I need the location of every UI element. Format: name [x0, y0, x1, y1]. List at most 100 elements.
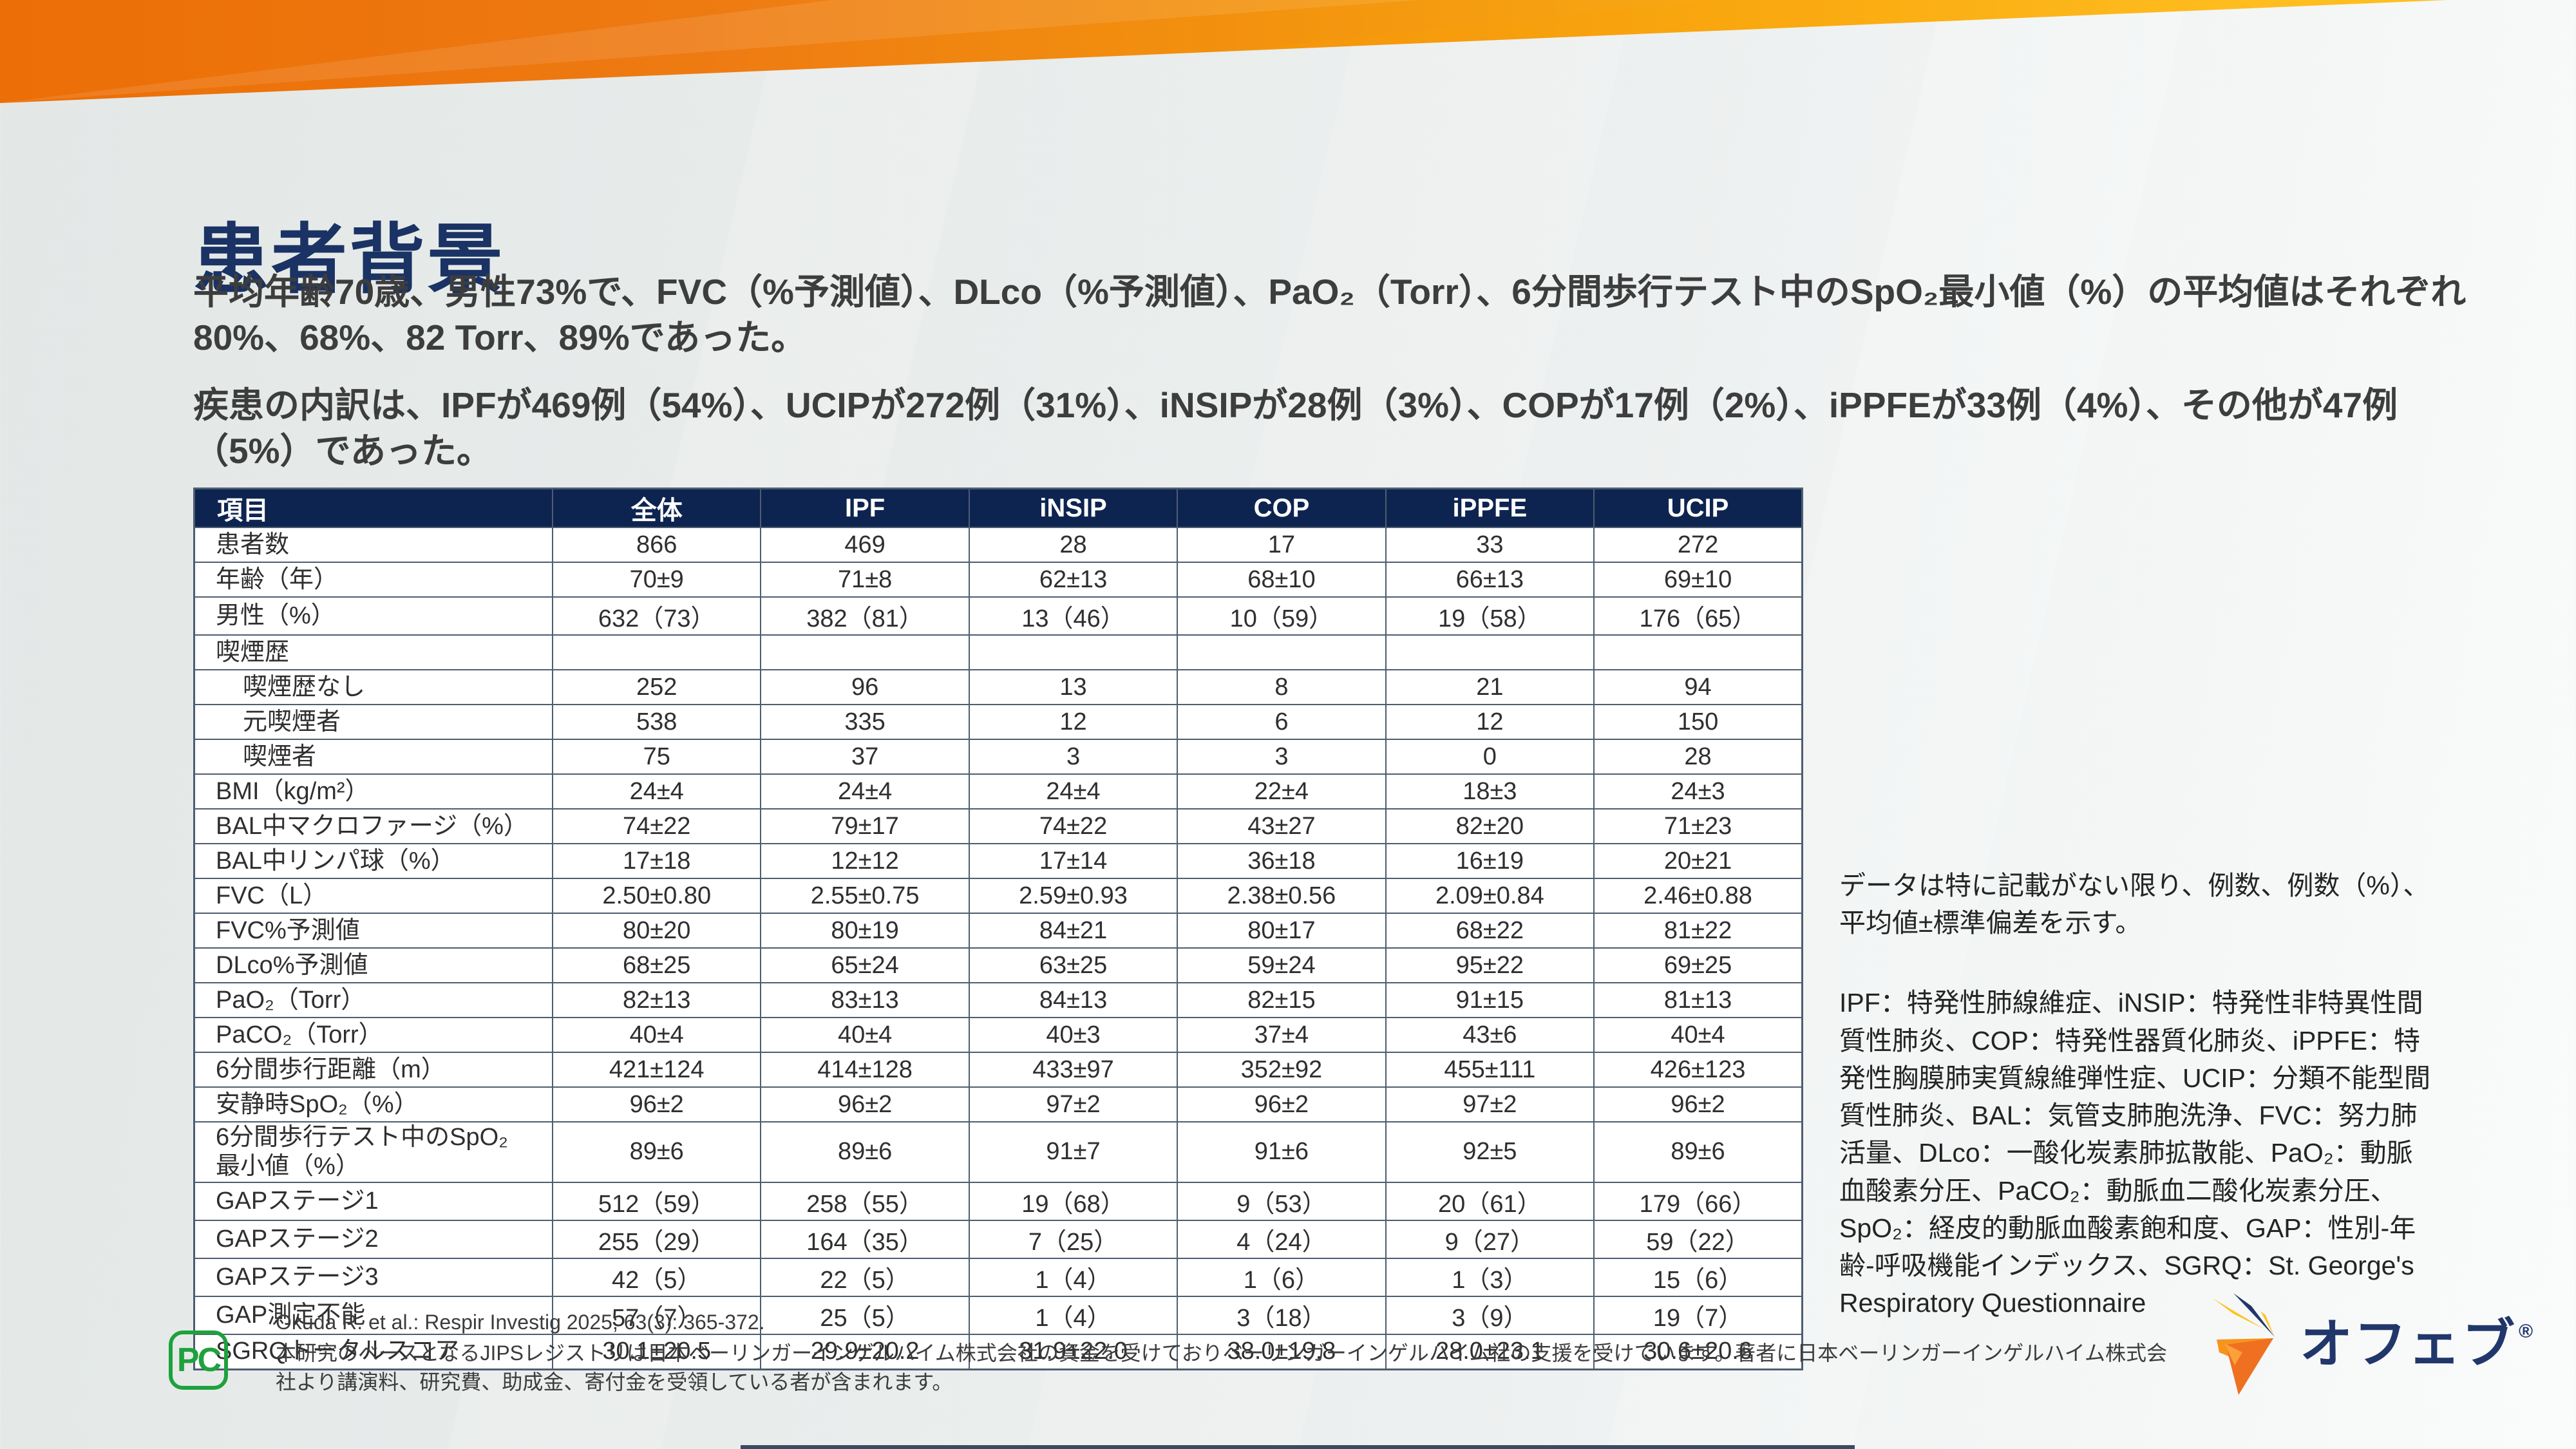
row-value: 421±124 [551, 1052, 762, 1088]
row-value: 2.38±0.56 [1177, 878, 1387, 914]
row-label: GAPステージ1 [193, 1181, 553, 1221]
row-value: 75 [551, 739, 762, 775]
row-value: 80±17 [1177, 913, 1387, 949]
row-value: 19（7） [1593, 1295, 1803, 1335]
banner-facet [734, 0, 2447, 103]
row-value: 37 [760, 739, 970, 775]
row-value: 6 [1177, 704, 1387, 740]
ofev-logo: オフェブ ® [2197, 1293, 2534, 1396]
table-row: 喫煙者 75 37 3 3 0 28 [193, 739, 1803, 775]
row-value: 62±13 [968, 562, 1179, 598]
row-value: 59（22） [1593, 1219, 1803, 1259]
row-value: 8 [1177, 669, 1387, 705]
row-value: 84±13 [968, 982, 1179, 1018]
table-row: PaCO₂（Torr） 40±4 40±4 40±3 37±4 43±6 40±4 [193, 1017, 1803, 1053]
table-row: 喫煙歴なし 252 96 13 8 21 94 [193, 669, 1803, 705]
top-orange-banner [0, 0, 2447, 103]
row-value: 352±92 [1177, 1052, 1387, 1088]
row-value: 17 [1177, 527, 1387, 563]
row-label: BAL中マクロファージ（%） [193, 808, 553, 844]
row-value: 382（81） [760, 596, 970, 636]
row-value: 82±13 [551, 982, 762, 1018]
row-value: 65±24 [760, 947, 970, 983]
row-value: 12 [968, 704, 1179, 740]
row-value: 59±24 [1177, 947, 1387, 983]
table-header-row: 項目 全体 IPF iNSIP COP iPPFE UCIP [193, 488, 1803, 528]
citation-text: Okuda R. et al.: Respir Investig 2025; 6… [276, 1311, 765, 1334]
ofev-logo-icon [2213, 1293, 2275, 1395]
table-row: 年齢（年） 70±9 71±8 62±13 68±10 66±13 69±10 [193, 562, 1803, 598]
row-value: 40±3 [968, 1017, 1179, 1053]
column-header-全体: 全体 [551, 488, 762, 528]
row-value: 43±6 [1385, 1017, 1595, 1053]
row-value: 3 [968, 739, 1179, 775]
row-value: 2.50±0.80 [551, 878, 762, 914]
page-title: 患者背景 [193, 218, 506, 303]
table-row: 喫煙歴 [193, 634, 1803, 670]
row-value: 2.46±0.88 [1593, 878, 1803, 914]
row-label: BAL中リンパ球（%） [193, 843, 553, 879]
row-label: SGRQトータルスコア [193, 1333, 553, 1370]
row-value: 19（68） [968, 1181, 1179, 1221]
row-value: 57（7） [551, 1295, 762, 1335]
row-value: 20±21 [1593, 843, 1803, 879]
row-value: 469 [760, 527, 970, 563]
row-value [551, 634, 762, 670]
disclosure-text: 本研究のベースとなるJIPSレジストリは日本ベーリンガーインゲルハイム株式会社の… [276, 1341, 2168, 1394]
row-value: 12±12 [760, 843, 970, 879]
column-header-iPPFE: iPPFE [1385, 488, 1595, 528]
table-row: 元喫煙者 538 335 12 6 12 150 [193, 704, 1803, 740]
row-value: 40±4 [1593, 1017, 1803, 1053]
intro-paragraph-1: 平均年齢70歳、男性73%で、FVC（%予測値）、DLco（%予測値）、PaO₂… [193, 272, 2467, 357]
row-value: 33 [1385, 527, 1595, 563]
table-row: 6分間歩行距離（m） 421±124 414±128 433±97 352±92 455±… [193, 1052, 1803, 1088]
table-row: 6分間歩行テスト中のSpO₂ 最小値（%） 89±6 89±6 91±7 91±6 92±… [193, 1121, 1803, 1183]
row-value: 2.59±0.93 [968, 878, 1179, 914]
row-value: 91±15 [1385, 982, 1595, 1018]
row-value: 272 [1593, 527, 1803, 563]
row-value: 12 [1385, 704, 1595, 740]
table-row: FVC（L） 2.50±0.80 2.55±0.75 2.59±0.93 2.38±0.… [193, 878, 1803, 914]
table-row: GAPステージ1 512（59） 258（55） 19（68） 9（53） 20（61） 1… [193, 1181, 1803, 1221]
row-value: 2.55±0.75 [760, 878, 970, 914]
row-value: 31.9±22.0 [968, 1333, 1179, 1370]
ofev-logo-text: オフェブ ® [2300, 1318, 2534, 1371]
pc-stamp-icon: PC [169, 1331, 228, 1390]
row-value: 3（9） [1385, 1295, 1595, 1335]
table-row: BAL中マクロファージ（%） 74±22 79±17 74±22 43±27 82±20 7… [193, 808, 1803, 844]
table-row: GAPステージ2 255（29） 164（35） 7（25） 4（24） 9（27） 59（… [193, 1219, 1803, 1259]
footnotes-panel: データは特に記載がない限り、例数、例数（%）、平均値±標準偏差を示す。 IPF：… [1839, 867, 2430, 1364]
row-value: 24±4 [760, 773, 970, 810]
row-value: 21 [1385, 669, 1595, 705]
row-label: 6分間歩行テスト中のSpO₂ 最小値（%） [193, 1121, 553, 1183]
row-value: 3 [1177, 739, 1387, 775]
row-value: 164（35） [760, 1219, 970, 1259]
row-value: 96±2 [1593, 1086, 1803, 1122]
row-label: 患者数 [193, 527, 553, 563]
row-value: 30.1±20.5 [551, 1333, 762, 1370]
column-header-UCIP: UCIP [1593, 488, 1803, 528]
row-value: 71±8 [760, 562, 970, 598]
row-label: 安静時SpO₂（%） [193, 1086, 553, 1122]
row-value: 95±22 [1385, 947, 1595, 983]
row-value: 1（4） [968, 1257, 1179, 1297]
row-value: 37±4 [1177, 1017, 1387, 1053]
row-value: 40±4 [551, 1017, 762, 1053]
row-value: 150 [1593, 704, 1803, 740]
row-value: 69±10 [1593, 562, 1803, 598]
row-value [968, 634, 1179, 670]
row-label: PaO₂（Torr） [193, 982, 553, 1018]
row-value: 80±20 [551, 913, 762, 949]
row-value: 258（55） [760, 1181, 970, 1221]
row-value: 96±2 [551, 1086, 762, 1122]
row-value: 68±10 [1177, 562, 1387, 598]
row-value: 43±27 [1177, 808, 1387, 844]
ofev-logo-katakana: オフェブ [2300, 1315, 2517, 1374]
bottom-edge-strip [741, 1445, 1855, 1449]
row-value: 97±2 [968, 1086, 1179, 1122]
row-value: 74±22 [968, 808, 1179, 844]
table-row: GAP測定不能 57（7） 25（5） 1（4） 3（18） 3（9） 19（7） [193, 1295, 1803, 1335]
row-value [1593, 634, 1803, 670]
row-value: 92±5 [1385, 1121, 1595, 1183]
row-value: 9（53） [1177, 1181, 1387, 1221]
